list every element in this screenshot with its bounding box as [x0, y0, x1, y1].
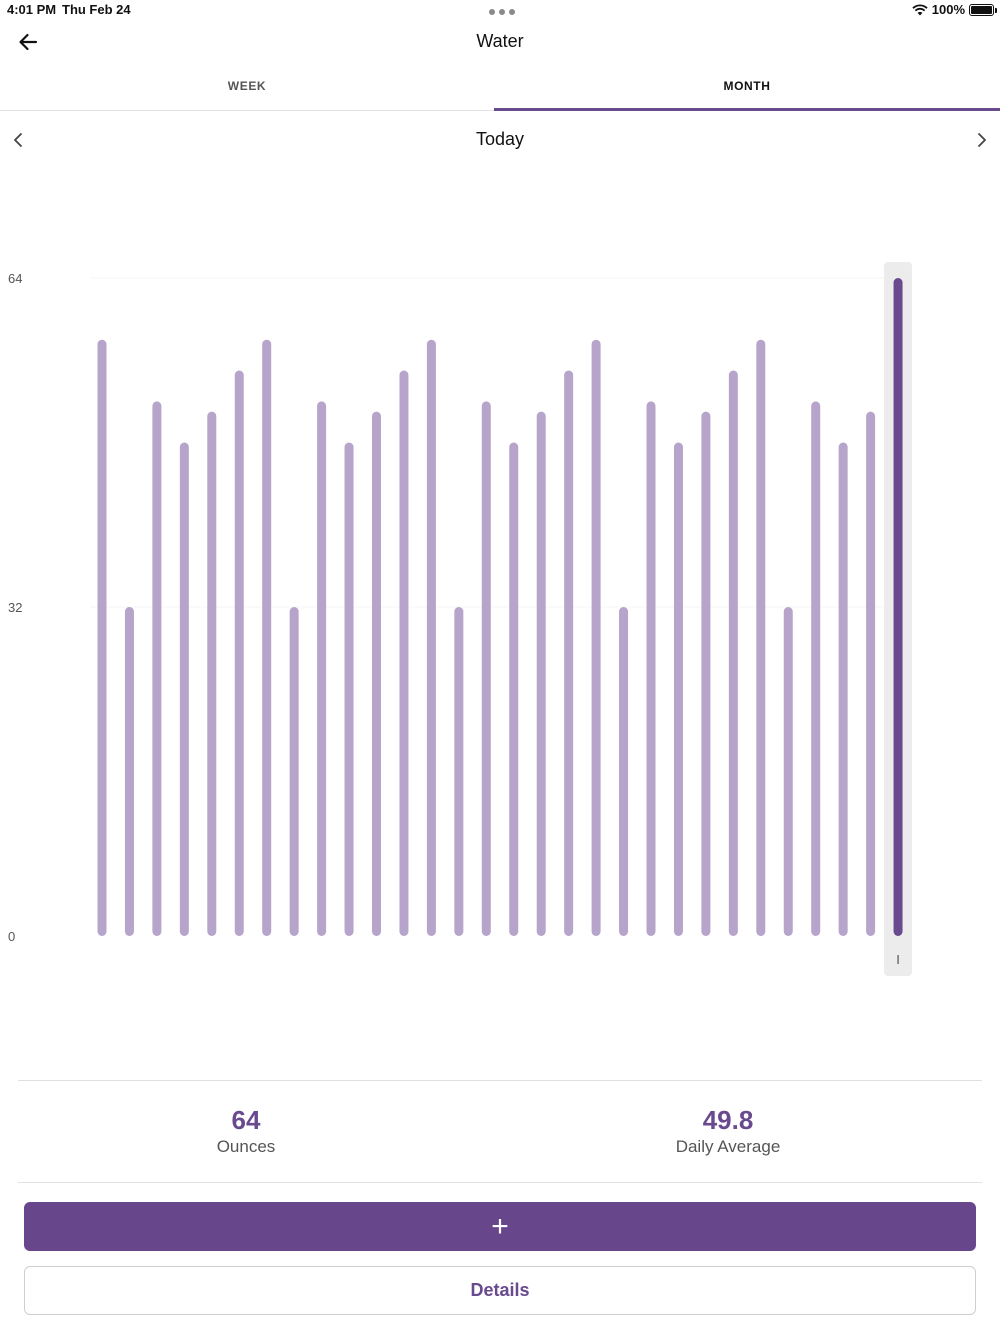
bar	[207, 411, 217, 936]
bar	[619, 607, 629, 936]
water-month-chart: 0 32 64 I	[8, 262, 913, 976]
date-range-label: Today	[475, 129, 525, 149]
bar	[372, 411, 381, 936]
chevron-left-icon	[14, 133, 22, 147]
bar	[591, 339, 601, 936]
tab-bar: WEEK MONTH	[0, 62, 1000, 111]
date-navigator: Today	[0, 118, 1000, 162]
bar	[838, 442, 848, 936]
tab-month[interactable]: MONTH	[723, 79, 771, 93]
details-button[interactable]: Details	[24, 1266, 976, 1315]
bar	[783, 607, 793, 936]
y-tick-label: 0	[8, 929, 15, 944]
bar	[728, 370, 738, 936]
bar	[536, 411, 546, 936]
chevron-right-icon	[978, 133, 986, 147]
bar	[646, 401, 656, 936]
tab-week[interactable]: WEEK	[227, 79, 267, 93]
nav-bar: Water	[0, 22, 1000, 62]
average-stat: 49.8 Daily Average	[578, 1105, 878, 1157]
bar	[866, 411, 876, 936]
status-bar: 4:01 PM Thu Feb 24 100%	[0, 0, 1000, 22]
wifi-icon	[912, 3, 928, 15]
bar	[344, 442, 354, 936]
previous-period-button[interactable]	[6, 128, 30, 152]
bar	[701, 411, 711, 936]
bar	[454, 607, 464, 936]
y-tick-label: 32	[8, 600, 22, 615]
total-label: Ounces	[216, 1137, 276, 1156]
battery-percent: 100%	[931, 2, 965, 17]
bar	[893, 278, 903, 936]
average-value: 49.8	[702, 1105, 754, 1135]
status-time: 4:01 PM	[7, 2, 57, 17]
bar	[317, 401, 327, 936]
total-stat: 64 Ounces	[96, 1105, 396, 1157]
bar	[234, 370, 244, 936]
average-label: Daily Average	[675, 1137, 781, 1156]
summary-panel: 64 Ounces 49.8 Daily Average	[18, 1080, 982, 1183]
status-indicators: 100%	[912, 2, 997, 17]
bar	[426, 339, 436, 936]
add-water-button[interactable]: +	[24, 1202, 976, 1251]
status-date: Thu Feb 24	[62, 2, 131, 17]
bar	[564, 370, 574, 936]
total-value: 64	[231, 1105, 261, 1135]
y-tick-label: 64	[8, 271, 22, 286]
bar	[152, 401, 162, 936]
bar	[481, 401, 491, 936]
bar	[399, 370, 409, 936]
tab-selected-indicator	[494, 108, 1000, 111]
bar	[289, 607, 299, 936]
bar	[673, 442, 683, 936]
plus-icon: +	[491, 1209, 509, 1243]
bar	[97, 339, 107, 936]
multitasking-dots-icon[interactable]	[489, 9, 515, 15]
bar	[124, 607, 134, 936]
bar	[509, 442, 519, 936]
page-title: Water	[476, 31, 524, 51]
bar	[756, 339, 766, 936]
arrow-left-icon	[19, 33, 38, 51]
back-button[interactable]	[14, 28, 42, 56]
next-period-button[interactable]	[970, 128, 994, 152]
bar	[262, 339, 272, 936]
bar	[811, 401, 821, 936]
battery-icon	[969, 3, 997, 16]
x-tick-label: I	[896, 952, 900, 967]
bar	[179, 442, 189, 936]
